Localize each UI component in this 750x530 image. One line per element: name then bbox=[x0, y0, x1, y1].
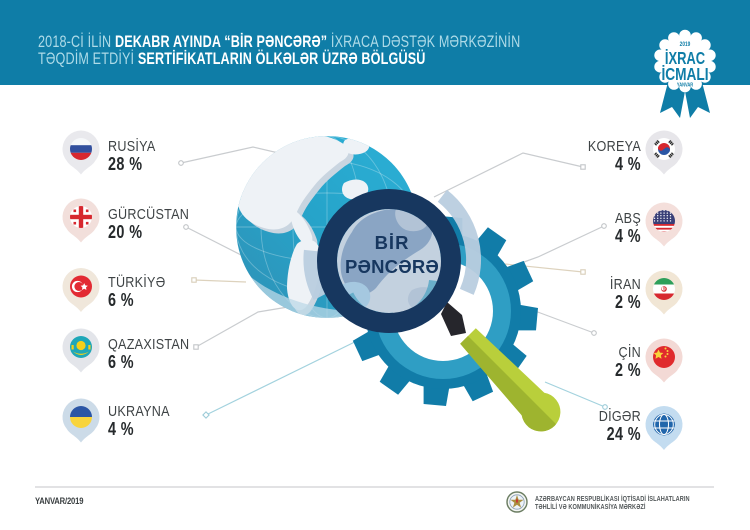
svg-text:İXRAC: İXRAC bbox=[665, 48, 705, 69]
svg-text:YANVAR: YANVAR bbox=[677, 82, 694, 88]
svg-text:BİR: BİR bbox=[375, 232, 410, 253]
svg-text:2019: 2019 bbox=[680, 42, 691, 49]
svg-text:PƏNCƏRƏ: PƏNCƏRƏ bbox=[345, 256, 439, 277]
svg-text:İCMALI: İCMALI bbox=[661, 64, 708, 84]
